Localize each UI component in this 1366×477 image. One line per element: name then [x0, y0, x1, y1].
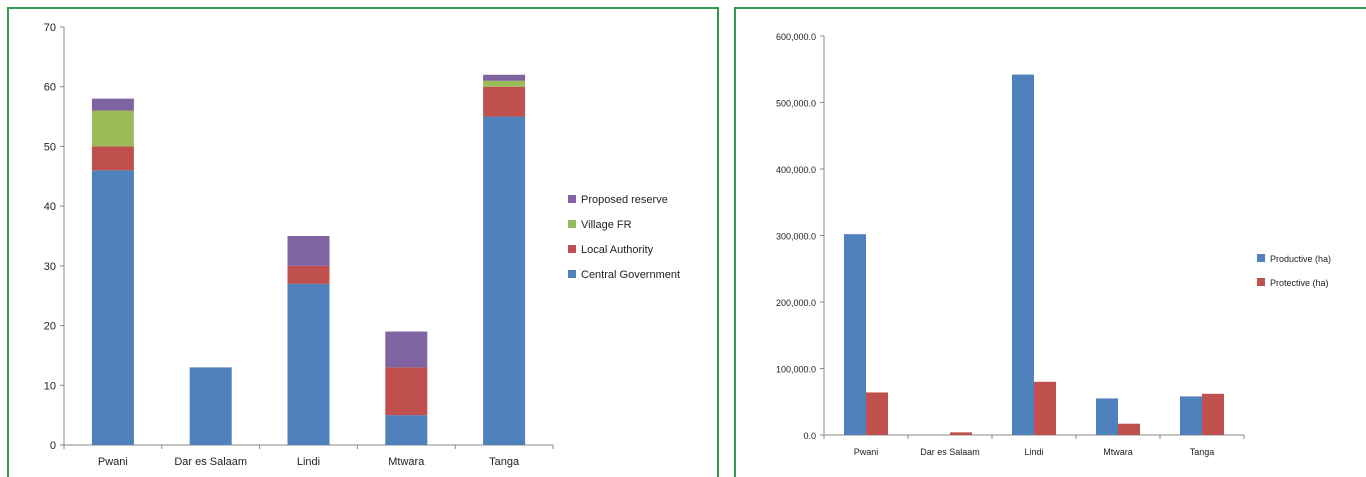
- bar-local-authority-tanga: [483, 86, 526, 117]
- legend-swatch-local-authority: [568, 245, 576, 253]
- legend-label-productive-ha: Productive (ha): [1270, 254, 1331, 264]
- legend-label-central-government: Central Government: [581, 269, 680, 281]
- bar-central-government-lindi: [287, 283, 330, 445]
- bar-local-authority-lindi: [287, 265, 330, 284]
- bar-productive-ha-lindi: [1012, 74, 1034, 435]
- bar-proposed-reserve-pwani: [91, 98, 134, 111]
- stacked-forest-reserves-chart: 0 10 20 30 40 50 60 70 Pwani Dar es Salaam Lindi Mt…: [44, 22, 680, 468]
- y-tick-label: 20: [44, 321, 56, 333]
- y-tick-label: 0.0: [803, 431, 816, 441]
- right-chart-panel: 0.0 100,000.0 200,000.0 300,000.0 400,000.0 5…: [734, 7, 1366, 477]
- y-tick-label: 30: [44, 261, 56, 273]
- left-chart-panel: 0 10 20 30 40 50 60 70 Pwani Dar es Salaam Lindi Mt…: [7, 7, 719, 477]
- y-tick-label: 500,000.0: [776, 99, 816, 109]
- y-tick-label: 0: [50, 440, 56, 452]
- bar-proposed-reserve-tanga: [483, 74, 526, 81]
- legend-swatch-productive-ha: [1257, 254, 1265, 262]
- y-tick-label: 400,000.0: [776, 165, 816, 175]
- bar-local-authority-pwani: [91, 146, 134, 171]
- y-tick-label: 100,000.0: [776, 365, 816, 375]
- legend-label-proposed-reserve: Proposed reserve: [581, 194, 668, 206]
- legend-label-protective-ha: Protective (ha): [1270, 278, 1329, 288]
- legend-swatch-village-fr: [568, 220, 576, 228]
- y-tick-label: 600,000.0: [776, 32, 816, 42]
- x-tick-label-dar-es-salaam: Dar es Salaam: [920, 447, 980, 457]
- x-tick-label-mtwara: Mtwara: [1103, 447, 1133, 457]
- bar-central-government-dar-es-salaam: [189, 367, 232, 445]
- bar-productive-ha-tanga: [1180, 396, 1202, 435]
- legend-swatch-protective-ha: [1257, 278, 1265, 286]
- bar-productive-ha-mtwara: [1096, 398, 1118, 435]
- bar-protective-ha-pwani: [866, 392, 888, 435]
- x-tick-label-pwani: Pwani: [854, 447, 879, 457]
- y-tick-label: 200,000.0: [776, 298, 816, 308]
- y-tick-label: 50: [44, 141, 56, 153]
- bar-protective-ha-mtwara: [1118, 423, 1140, 435]
- x-tick-label-tanga: Tanga: [1190, 447, 1215, 457]
- bar-central-government-pwani: [91, 170, 134, 446]
- bar-village-fr-pwani: [91, 110, 134, 147]
- legend-label-local-authority: Local Authority: [581, 244, 654, 256]
- bar-protective-ha-lindi: [1034, 381, 1056, 435]
- bar-proposed-reserve-lindi: [287, 236, 330, 266]
- x-tick-label-mtwara: Mtwara: [388, 456, 425, 468]
- y-tick-label: 40: [44, 201, 56, 213]
- y-tick-label: 70: [44, 22, 56, 34]
- bar-protective-ha-tanga: [1202, 393, 1224, 435]
- bar-productive-ha-pwani: [844, 234, 866, 435]
- y-tick-label: 10: [44, 380, 56, 392]
- bar-village-fr-tanga: [483, 80, 526, 87]
- x-tick-label-lindi: Lindi: [1024, 447, 1043, 457]
- legend-label-village-fr: Village FR: [581, 219, 632, 231]
- bar-central-government-mtwara: [385, 415, 428, 445]
- x-tick-label-tanga: Tanga: [489, 456, 520, 468]
- x-tick-label-dar-es-salaam: Dar es Salaam: [174, 456, 247, 468]
- legend-swatch-central-government: [568, 270, 576, 278]
- x-tick-label-pwani: Pwani: [98, 456, 128, 468]
- bar-local-authority-mtwara: [385, 367, 428, 416]
- productive-protective-area-chart: 0.0 100,000.0 200,000.0 300,000.0 400,000.0 5…: [776, 32, 1331, 457]
- x-tick-label-lindi: Lindi: [297, 456, 320, 468]
- y-tick-label: 300,000.0: [776, 232, 816, 242]
- y-tick-label: 60: [44, 82, 56, 94]
- bar-protective-ha-dar-es-salaam: [950, 432, 972, 435]
- bar-proposed-reserve-mtwara: [385, 331, 428, 368]
- bar-central-government-tanga: [483, 116, 526, 446]
- legend-swatch-proposed-reserve: [568, 195, 576, 203]
